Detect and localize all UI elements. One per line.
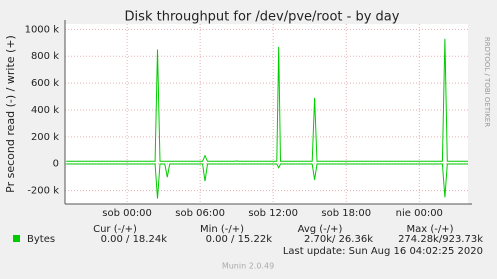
legend-value: 0.00 / 18.24k [101, 234, 168, 245]
x-tick-label: sob 00:00 [102, 208, 152, 219]
x-tick-label: nie 00:00 [396, 208, 443, 219]
y-tick-label: -200 k [27, 186, 59, 197]
legend-value: 0.00 / 15.22k [206, 234, 273, 245]
y-axis-label: Pr second read (-) / write (+) [4, 35, 17, 193]
y-tick-label: 200 k [31, 132, 59, 143]
y-tick-label: 800 k [31, 51, 59, 62]
y-tick-label: 600 k [31, 78, 59, 89]
plot-area [65, 24, 468, 204]
legend-header: Max (-/+) [406, 224, 453, 235]
footer: Munin 2.0.49 [222, 262, 274, 271]
legend-header: Cur (-/+) [93, 224, 137, 235]
side-text: RRDTOOL / TOBI OETIKER [483, 37, 491, 127]
data-line [66, 38, 468, 162]
legend-swatch [13, 235, 20, 242]
chart-title: Disk throughput for /dev/pve/root - by d… [125, 10, 400, 25]
y-tick-label: 0 [53, 159, 59, 170]
legend-header: Avg (-/+) [298, 224, 343, 235]
y-tick-label: 1000 k [25, 24, 60, 35]
legend-value: 274.28k/923.73k [398, 234, 483, 245]
x-tick-label: sob 06:00 [175, 208, 225, 219]
data-line [66, 163, 468, 199]
last-update: Last update: Sun Aug 16 04:02:25 2020 [283, 246, 483, 257]
y-tick-label: 400 k [31, 105, 59, 116]
x-tick-label: sob 18:00 [321, 208, 371, 219]
x-tick-label: sob 12:00 [248, 208, 298, 219]
legend-label: Bytes [27, 234, 55, 245]
legend-value: 2.70k/ 26.36k [304, 234, 373, 245]
legend-header: Min (-/+) [200, 224, 244, 235]
